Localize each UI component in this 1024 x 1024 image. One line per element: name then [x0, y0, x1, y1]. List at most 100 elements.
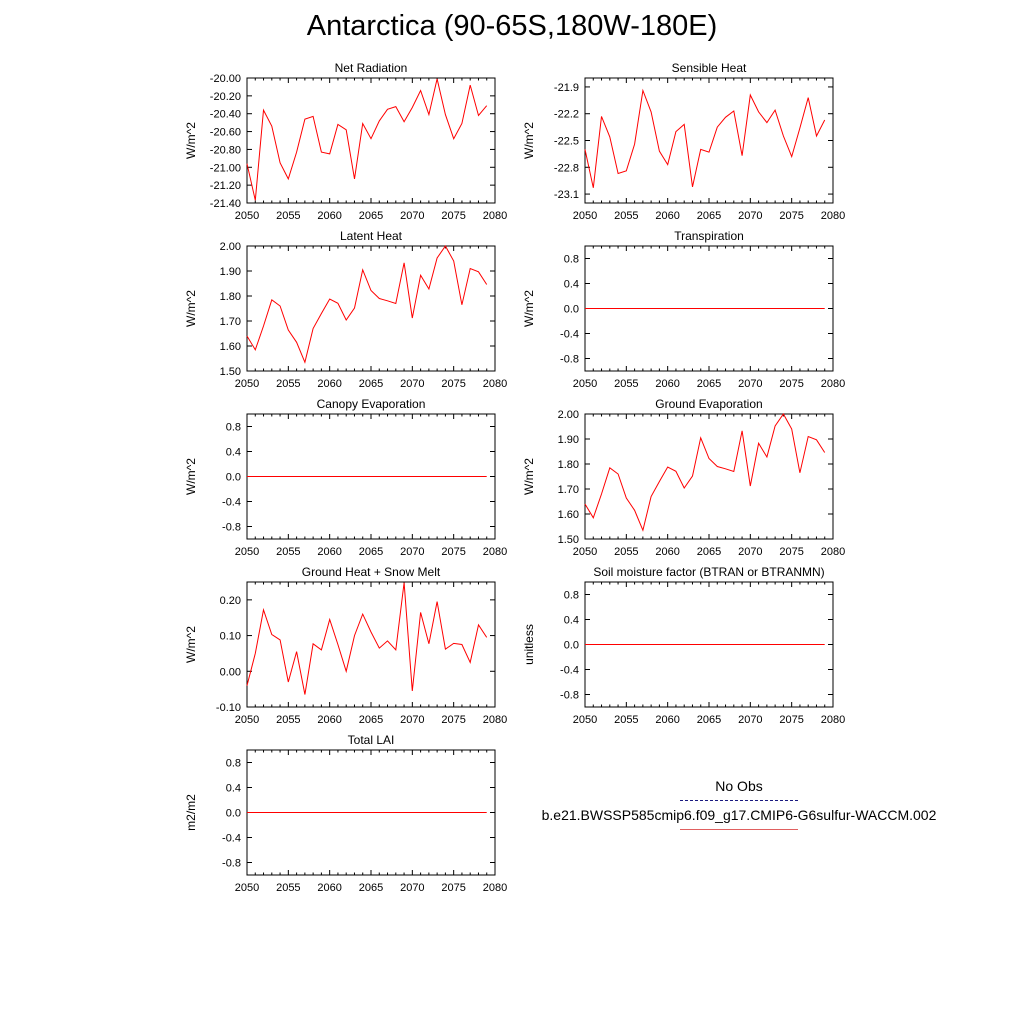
series-line: [584, 413, 826, 532]
page-title: Antarctica (90-65S,180W-180E): [306, 10, 718, 42]
x-tick-label: 2075: [441, 882, 465, 894]
x-tick-label: 2075: [779, 714, 803, 726]
y-axis-label: W/m^2: [522, 290, 536, 327]
x-tick-label: 2080: [483, 546, 507, 558]
y-axis-label: W/m^2: [184, 122, 198, 159]
x-tick-label: 2060: [317, 378, 341, 390]
x-tick-label: 2060: [655, 714, 679, 726]
y-tick-label: 0.8: [226, 758, 241, 770]
panel-6: 2050 2055 2060 2065 2070 2075 2080 1.50 1.60 1.70…: [522, 397, 845, 558]
y-tick-label: -20.00: [210, 73, 241, 85]
y-tick-label: -22.5: [554, 136, 579, 148]
x-tick-label: 2080: [821, 714, 845, 726]
panel-4: 2050 2055 2060 2065 2070 2075 2080 -0.8 -0.4 0.0 0…: [522, 229, 845, 390]
y-tick-label: -20.40: [210, 109, 241, 121]
legend-obs-line: [680, 800, 798, 801]
x-tick-label: 2075: [779, 546, 803, 558]
panel-title: Total LAI: [348, 733, 395, 747]
y-tick-label: -21.40: [210, 198, 241, 210]
plot-frame: [584, 413, 834, 540]
y-tick-label: 0.0: [226, 472, 241, 484]
y-tick-label: -20.60: [210, 127, 241, 139]
y-axis-label: m2/m2: [184, 794, 198, 831]
y-tick-label: 0.4: [564, 615, 579, 627]
panel-title: Latent Heat: [340, 229, 403, 243]
series-line: [246, 245, 488, 364]
x-tick-label: 2080: [821, 210, 845, 222]
y-tick-label: -0.4: [222, 497, 241, 509]
y-tick-label: 0.20: [220, 595, 241, 607]
x-tick-label: 2065: [359, 210, 383, 222]
y-tick-label: 0.00: [220, 666, 241, 678]
x-tick-label: 2075: [779, 210, 803, 222]
y-tick-label: -21.20: [210, 180, 241, 192]
y-axis-label: W/m^2: [522, 122, 536, 159]
y-axis-label: W/m^2: [184, 290, 198, 327]
x-tick-label: 2075: [441, 714, 465, 726]
x-tick-label: 2055: [614, 378, 638, 390]
x-tick-label: 2065: [697, 210, 721, 222]
x-tick-label: 2050: [235, 378, 259, 390]
panel-9: 2050 2055 2060 2065 2070 2075 2080 -0.8 -0.4 0.0 0…: [184, 733, 507, 894]
x-tick-label: 2070: [738, 378, 762, 390]
x-tick-label: 2065: [359, 882, 383, 894]
x-tick-label: 2070: [738, 210, 762, 222]
y-tick-label: -21.00: [210, 162, 241, 174]
plot-frame: [246, 581, 496, 708]
panel-title: Soil moisture factor (BTRAN or BTRANMN): [593, 565, 824, 579]
y-tick-label: 1.80: [558, 459, 579, 471]
y-tick-label: 1.80: [220, 291, 241, 303]
y-tick-label: 2.00: [558, 409, 579, 421]
x-tick-label: 2050: [573, 210, 597, 222]
panel-7: 2050 2055 2060 2065 2070 2075 2080 -0.10 0.00 0.1…: [184, 565, 507, 726]
x-tick-label: 2080: [483, 882, 507, 894]
y-tick-label: -0.8: [222, 522, 241, 534]
x-tick-label: 2060: [317, 210, 341, 222]
x-tick-label: 2060: [317, 714, 341, 726]
y-tick-label: 1.90: [220, 266, 241, 278]
y-tick-label: 0.0: [564, 304, 579, 316]
panel-1: 2050 2055 2060 2065 2070 2075 2080 -21.40 -21.20…: [184, 61, 507, 222]
y-tick-label: 0.0: [226, 808, 241, 820]
panel-2: 2050 2055 2060 2065 2070 2075 2080 -23.1 -22.8 -2…: [522, 61, 845, 222]
x-tick-label: 2080: [821, 378, 845, 390]
x-tick-label: 2055: [276, 882, 300, 894]
y-tick-label: 1.60: [558, 509, 579, 521]
x-tick-label: 2055: [276, 546, 300, 558]
x-tick-label: 2075: [441, 210, 465, 222]
x-tick-label: 2055: [614, 714, 638, 726]
y-tick-label: -21.9: [554, 82, 579, 94]
y-tick-label: -0.8: [560, 354, 579, 366]
legend-model-label: b.e21.BWSSP585cmip6.f09_g17.CMIP6-G6sulf…: [541, 807, 937, 823]
y-tick-label: -0.4: [560, 665, 579, 677]
x-tick-label: 2075: [779, 378, 803, 390]
legend-model-line: [680, 829, 798, 830]
x-tick-label: 2065: [697, 546, 721, 558]
y-tick-label: -0.8: [222, 858, 241, 870]
y-tick-label: -22.8: [554, 162, 579, 174]
x-tick-label: 2050: [235, 882, 259, 894]
y-tick-label: 1.90: [558, 434, 579, 446]
x-tick-label: 2060: [317, 882, 341, 894]
y-tick-label: 0.0: [564, 640, 579, 652]
y-axis-label: W/m^2: [184, 458, 198, 495]
y-axis-label: W/m^2: [184, 626, 198, 663]
x-tick-label: 2070: [400, 210, 424, 222]
plot-frame: [246, 77, 496, 204]
panel-title: Canopy Evaporation: [317, 397, 426, 411]
x-tick-label: 2060: [655, 378, 679, 390]
plot-frame: [246, 245, 496, 372]
x-tick-label: 2055: [276, 378, 300, 390]
x-tick-label: 2050: [235, 714, 259, 726]
x-tick-label: 2060: [655, 210, 679, 222]
x-tick-label: 2070: [400, 378, 424, 390]
series-line: [246, 582, 488, 695]
x-tick-label: 2080: [483, 378, 507, 390]
panel-5: 2050 2055 2060 2065 2070 2075 2080 -0.8 -0.4 0.0 0…: [184, 397, 507, 558]
x-tick-label: 2065: [697, 714, 721, 726]
x-tick-label: 2075: [441, 378, 465, 390]
x-tick-label: 2075: [441, 546, 465, 558]
y-tick-label: 0.4: [564, 279, 579, 291]
y-tick-label: 1.70: [558, 484, 579, 496]
x-tick-label: 2055: [614, 546, 638, 558]
